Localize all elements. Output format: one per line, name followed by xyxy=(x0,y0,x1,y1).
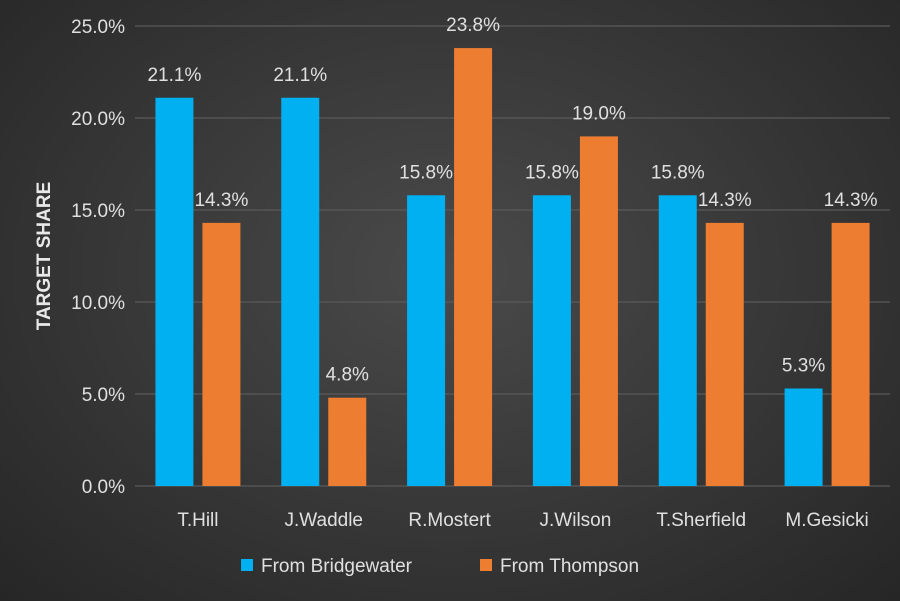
gridlines xyxy=(135,25,890,487)
bar-bridgewater xyxy=(407,195,446,486)
y-tick-label: 20.0% xyxy=(71,109,125,130)
y-tick-label: 0.0% xyxy=(82,477,125,498)
x-tick-label: T.Hill xyxy=(177,510,218,531)
bar-bridgewater xyxy=(532,195,571,486)
legend: From Bridgewater From Thompson xyxy=(241,556,639,577)
data-label: 14.3% xyxy=(194,190,248,211)
data-label: 15.8% xyxy=(525,162,579,183)
legend-swatch xyxy=(480,559,492,571)
data-label: 15.8% xyxy=(651,162,705,183)
y-axis-ticks: 0.0% 5.0% 10.0% 15.0% 20.0% 25.0% xyxy=(71,17,125,498)
data-label: 21.1% xyxy=(147,65,201,86)
x-tick-label: T.Sherfield xyxy=(656,510,746,531)
bar-thompson xyxy=(831,222,870,486)
data-label: 14.3% xyxy=(824,190,878,211)
x-tick-label: J.Wilson xyxy=(540,510,612,531)
x-tick-label: R.Mostert xyxy=(408,510,491,531)
legend-swatch xyxy=(241,559,253,571)
data-label: 19.0% xyxy=(572,103,626,124)
y-tick-label: 10.0% xyxy=(71,293,125,314)
data-label: 21.1% xyxy=(273,65,327,86)
bar-thompson xyxy=(202,222,241,486)
x-tick-label: M.Gesicki xyxy=(785,510,868,531)
x-axis-ticks: T.Hill J.Waddle R.Mostert J.Wilson T.Sherfie… xyxy=(177,510,868,531)
bar-thompson xyxy=(454,48,493,487)
y-axis-label: TARGET SHARE xyxy=(34,182,55,330)
y-tick-label: 15.0% xyxy=(71,201,125,222)
bar-thompson xyxy=(328,397,367,486)
data-label: 5.3% xyxy=(782,355,825,376)
bar-bridgewater xyxy=(784,388,823,486)
y-tick-label: 25.0% xyxy=(71,17,125,38)
bar-thompson xyxy=(579,136,618,486)
bar-bridgewater xyxy=(658,195,697,486)
y-tick-label: 5.0% xyxy=(82,385,125,406)
bar-bridgewater xyxy=(281,97,320,486)
legend-label: From Bridgewater xyxy=(261,556,413,577)
legend-label: From Thompson xyxy=(500,556,639,577)
data-label: 4.8% xyxy=(326,365,369,386)
bars: 21.1% 14.3% 21.1% 4.8% 15.8% 23.8% 15.8% 19.0% 1… xyxy=(147,15,878,487)
bar-bridgewater xyxy=(155,97,194,486)
data-label: 23.8% xyxy=(446,15,500,36)
bar-thompson xyxy=(705,222,744,486)
data-label: 14.3% xyxy=(698,190,752,211)
x-tick-label: J.Waddle xyxy=(285,510,364,531)
data-label: 15.8% xyxy=(399,162,453,183)
